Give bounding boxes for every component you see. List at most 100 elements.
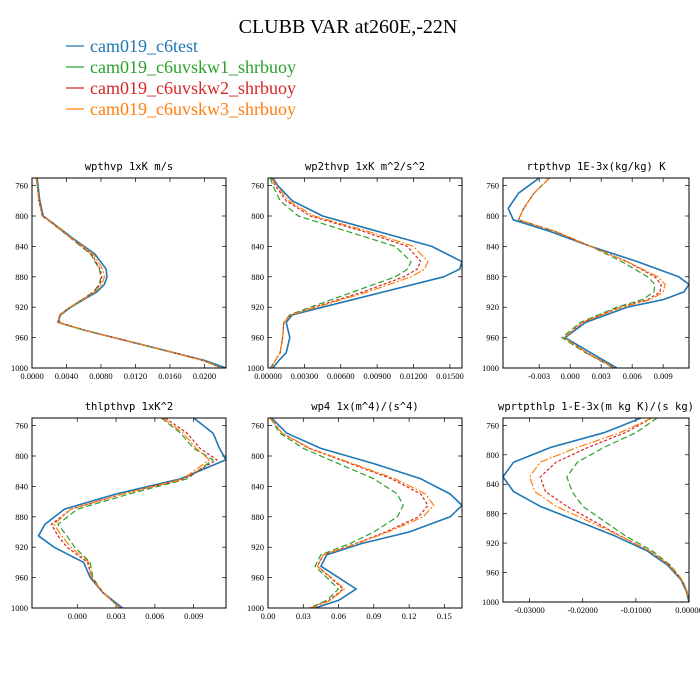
- y-tick-label: 920: [251, 302, 264, 312]
- y-tick-label: 840: [251, 241, 264, 251]
- x-tick-label: -0.02000: [567, 605, 597, 615]
- series-line-2: [269, 178, 412, 368]
- x-tick-label: 0.006: [145, 611, 164, 621]
- x-tick-label: 0.03: [296, 611, 311, 621]
- panels: wpthvp 1xK m/s76080084088092096010000.00…: [11, 161, 700, 621]
- x-tick-label: 0.00000: [675, 605, 700, 615]
- y-tick-label: 960: [251, 333, 264, 343]
- plot-frame: [502, 417, 690, 603]
- y-tick-label: 920: [486, 538, 499, 548]
- y-tick-label: 840: [15, 241, 28, 251]
- x-tick-label: 0.01500: [436, 371, 464, 381]
- series-line-1: [37, 418, 226, 608]
- y-tick-label: 1000: [11, 603, 28, 613]
- x-tick-label: 0.00300: [291, 371, 319, 381]
- series-line-3: [271, 178, 422, 368]
- y-tick-label: 840: [486, 241, 499, 251]
- y-tick-label: 960: [486, 568, 499, 578]
- series-line-2: [57, 418, 214, 608]
- panel-2: wp2thvp 1xK m^2/s^2 760 800 840 880 920 960 100…: [247, 161, 464, 381]
- y-tick-label: 760: [486, 420, 499, 430]
- x-tick-label: 0.006: [623, 371, 642, 381]
- series-line-4: [528, 418, 689, 602]
- y-tick-label: 1000: [11, 363, 28, 373]
- panel-title: wprtpthlp 1-E-3x(m kg K)/(s kg): [498, 401, 694, 413]
- x-tick-label: 0.00: [261, 611, 276, 621]
- plot-frame: [267, 417, 463, 609]
- y-tick-label: 800: [251, 451, 264, 461]
- x-tick-label: 0.09: [366, 611, 381, 621]
- y-tick-label: 960: [251, 573, 264, 583]
- y-tick-label: 920: [251, 542, 264, 552]
- x-tick-label: 0.01200: [400, 371, 428, 381]
- series-line-2: [517, 178, 656, 368]
- series-line-3: [269, 418, 429, 608]
- y-tick-label: 880: [15, 512, 28, 522]
- x-tick-label: 0.0200: [193, 371, 216, 381]
- series-line-4: [269, 418, 435, 608]
- series-line-3: [517, 178, 662, 368]
- legend-entry: cam019_c6uvskw3_shrbuoy: [90, 99, 296, 119]
- y-tick-label: 920: [15, 302, 28, 312]
- series-line-4: [271, 178, 429, 368]
- legend-entry: cam019_c6test: [90, 36, 198, 56]
- plot-frame: [31, 177, 227, 369]
- panel-1: wpthvp 1xK m/s76080084088092096010000.00…: [11, 161, 227, 381]
- x-tick-label: 0.15: [437, 611, 452, 621]
- series-line-1: [270, 418, 462, 608]
- x-tick-label: 0.0040: [55, 371, 78, 381]
- y-tick-label: 760: [15, 421, 28, 431]
- x-tick-label: 0.0000: [20, 371, 43, 381]
- y-tick-label: 800: [15, 211, 28, 221]
- x-tick-label: 0.0160: [158, 371, 181, 381]
- y-tick-label: 1000: [482, 597, 499, 607]
- y-tick-label: 920: [15, 542, 28, 552]
- y-tick-label: 1000: [247, 363, 264, 373]
- x-tick-label: 0.00600: [327, 371, 355, 381]
- y-tick-label: 960: [15, 573, 28, 583]
- panel-title: wp4 1x(m^4)/(s^4): [311, 401, 418, 413]
- series-line-3: [50, 418, 218, 608]
- series-line-3: [539, 418, 689, 602]
- x-tick-label: 0.009: [184, 611, 203, 621]
- series-line-4: [53, 418, 210, 608]
- panel-5: wp4 1x(m^4)/(s^4)76080084088092096010000…: [247, 401, 463, 621]
- panel-title: rtpthvp 1E-3x(kg/kg) K: [526, 161, 666, 173]
- y-tick-label: 760: [486, 181, 499, 191]
- y-tick-label: 880: [486, 509, 499, 519]
- series-line-1: [507, 178, 689, 368]
- y-tick-label: 960: [15, 333, 28, 343]
- panel-4: thlpthvp 1xK^2 760 800 840 880 920 960 1000 0.00…: [11, 401, 227, 621]
- x-tick-label: 0.00000: [254, 371, 282, 381]
- y-tick-label: 760: [251, 421, 264, 431]
- legend-entry: cam019_c6uvskw2_shrbuoy: [90, 78, 296, 98]
- x-tick-label: 0.000: [68, 611, 87, 621]
- y-tick-label: 800: [486, 450, 499, 460]
- series-line-1: [36, 178, 226, 368]
- x-tick-label: 0.0080: [89, 371, 112, 381]
- panel-title: wpthvp 1xK m/s: [85, 161, 174, 173]
- series-line-1: [272, 178, 462, 368]
- plot-frame: [267, 177, 463, 369]
- y-tick-label: 840: [486, 479, 499, 489]
- x-tick-label: 0.0120: [124, 371, 147, 381]
- x-tick-label: -0.03000: [514, 605, 544, 615]
- x-tick-label: 0.000: [561, 371, 580, 381]
- y-tick-label: 880: [251, 272, 264, 282]
- y-tick-label: 800: [486, 211, 499, 221]
- y-tick-label: 840: [15, 481, 28, 491]
- x-tick-label: 0.06: [331, 611, 346, 621]
- y-tick-label: 840: [251, 481, 264, 491]
- y-tick-label: 760: [251, 181, 264, 191]
- series-line-2: [35, 178, 222, 368]
- y-tick-label: 880: [15, 272, 28, 282]
- panel-6: wprtpthlp 1-E-3x(m kg K)/(s kg) 760 800 840…: [482, 401, 700, 615]
- plot-frame: [31, 417, 227, 609]
- y-tick-label: 800: [15, 451, 28, 461]
- series-line-1: [503, 418, 689, 602]
- y-tick-label: 880: [486, 272, 499, 282]
- series-line-2: [269, 418, 404, 608]
- legend-entry: cam019_c6uvskw1_shrbuoy: [90, 57, 296, 77]
- series-line-4: [35, 178, 222, 368]
